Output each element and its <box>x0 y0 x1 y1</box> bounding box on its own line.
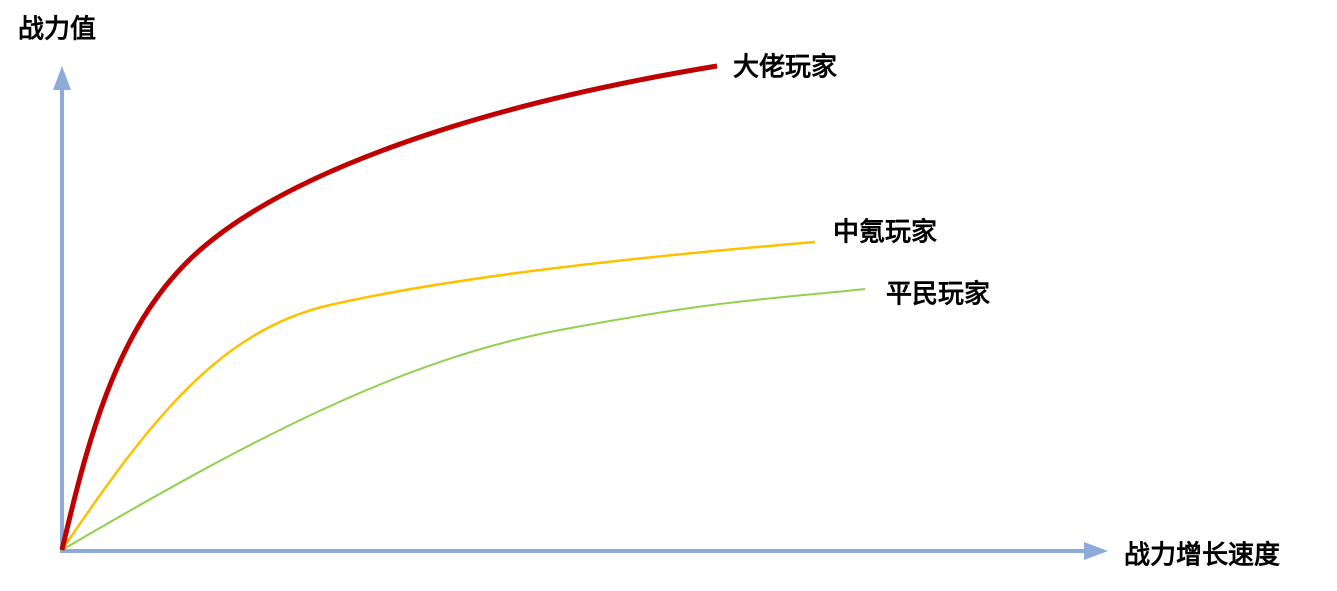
curve-top <box>59 63 718 551</box>
curve-mid <box>60 240 816 551</box>
curve-label: 平民玩家 <box>886 279 990 310</box>
y-axis-arrow <box>53 66 71 90</box>
y-axis-label: 战力值 <box>18 15 96 45</box>
x-axis-arrow <box>1084 542 1108 560</box>
x-axis-label: 战力增长速度 <box>1124 540 1280 571</box>
curve-label: 大佬玩家 <box>733 52 837 83</box>
curve-civilian <box>61 288 866 551</box>
curve-label: 中氪玩家 <box>833 217 937 248</box>
